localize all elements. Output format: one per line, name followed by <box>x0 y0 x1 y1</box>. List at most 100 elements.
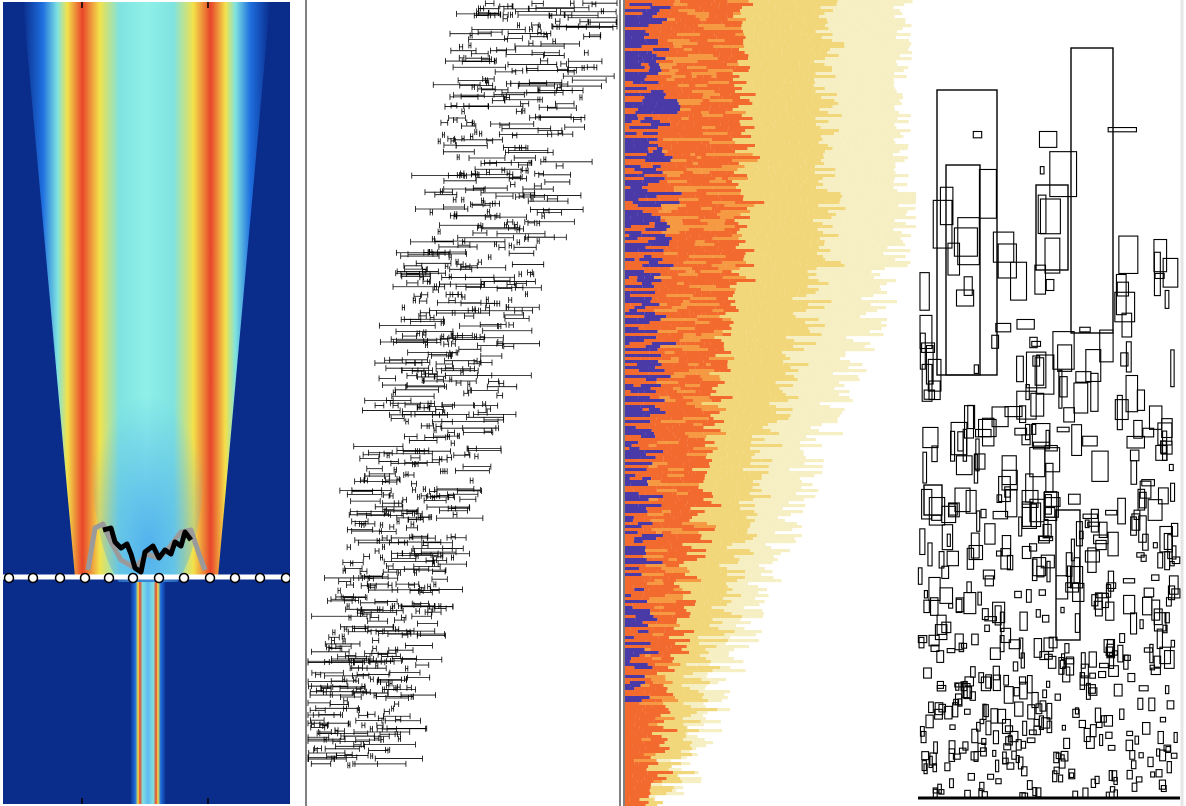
heat-segment <box>711 3 720 7</box>
heat-segment <box>730 348 736 352</box>
heat-segment <box>648 69 662 73</box>
heat-segment <box>785 78 809 82</box>
heat-segment <box>782 243 805 247</box>
heat-segment <box>784 141 790 145</box>
heat-segment <box>787 144 814 148</box>
heat-segment <box>751 186 758 190</box>
heat-segment <box>670 114 680 118</box>
heat-segment <box>625 162 630 166</box>
heat-segment <box>823 156 850 160</box>
heat-segment <box>810 36 822 40</box>
heat-segment <box>673 363 689 367</box>
heat-segment <box>662 84 678 88</box>
heat-segment <box>751 267 772 271</box>
heat-segment <box>823 312 846 316</box>
heat-segment <box>869 291 888 295</box>
heat-segment <box>752 339 758 343</box>
heat-segment <box>701 300 706 304</box>
heat-segment <box>663 249 669 253</box>
heat-segment <box>700 270 723 274</box>
heat-segment <box>625 180 643 184</box>
heat-segment <box>793 345 815 349</box>
heat-segment <box>673 3 682 7</box>
heat-segment <box>667 303 682 307</box>
heat-segment <box>730 102 753 106</box>
heat-segment <box>805 162 824 166</box>
heat-segment <box>872 348 875 352</box>
heat-segment <box>817 228 829 232</box>
heat-segment <box>799 258 808 262</box>
heat-segment <box>719 51 745 55</box>
heat-segment <box>762 129 768 133</box>
heat-segment <box>642 132 658 136</box>
heat-segment <box>790 327 801 331</box>
heat-segment <box>674 18 681 22</box>
heat-segment <box>820 126 841 130</box>
heat-segment <box>882 63 893 67</box>
heat-segment <box>686 237 705 241</box>
heat-segment <box>750 330 772 334</box>
heat-segment <box>860 36 867 40</box>
heat-segment <box>750 84 776 88</box>
heat-segment <box>660 24 681 28</box>
heat-segment <box>849 246 868 250</box>
heat-segment <box>696 300 702 304</box>
heat-segment <box>660 273 671 277</box>
heat-segment <box>849 108 874 112</box>
heat-segment <box>883 240 903 244</box>
heat-segment <box>785 222 807 226</box>
heat-segment <box>792 132 813 136</box>
heat-segment <box>866 198 873 202</box>
heat-segment <box>823 255 839 259</box>
heat-segment <box>787 36 811 40</box>
heat-segment <box>677 330 690 334</box>
heat-segment <box>770 249 791 253</box>
heat-segment <box>789 57 812 61</box>
heat-segment <box>888 228 894 232</box>
lower-beam-cone <box>103 582 193 804</box>
heat-segment <box>642 102 657 106</box>
heat-segment <box>742 234 768 238</box>
heat-segment <box>851 249 870 253</box>
heat-segment <box>688 84 696 88</box>
heat-segment <box>629 342 652 346</box>
heat-segment <box>870 153 879 157</box>
heat-segment <box>741 27 755 31</box>
heat-segment <box>741 132 752 136</box>
heat-segment <box>811 321 834 325</box>
heat-segment <box>750 363 771 367</box>
heat-segment <box>754 351 760 355</box>
heat-segment <box>755 336 776 340</box>
heat-segment <box>837 33 859 37</box>
heat-segment <box>839 201 851 205</box>
heat-segment <box>828 210 845 214</box>
heat-segment <box>769 174 786 178</box>
heat-segment <box>658 360 679 364</box>
heat-segment <box>800 306 825 310</box>
heat-segment <box>761 357 769 361</box>
heat-segment <box>852 255 874 259</box>
heat-segment <box>783 72 791 76</box>
heat-segment <box>734 291 748 295</box>
heat-segment <box>833 9 850 13</box>
heat-segment <box>757 165 769 169</box>
heat-segment <box>745 129 763 133</box>
heat-segment <box>896 198 903 202</box>
heat-segment <box>670 309 678 313</box>
heat-segment <box>789 255 801 259</box>
heat-segment <box>717 312 726 316</box>
heat-segment <box>870 195 888 199</box>
heat-segment <box>881 135 893 139</box>
heat-segment <box>793 261 800 265</box>
heat-segment <box>625 165 641 169</box>
heat-segment <box>658 63 677 67</box>
heat-segment <box>792 42 813 46</box>
heat-segment <box>697 87 720 91</box>
heat-segment <box>780 210 789 214</box>
heat-segment <box>710 288 736 292</box>
heat-segment <box>784 291 800 295</box>
heat-segment <box>685 165 696 169</box>
heat-segment <box>710 291 735 295</box>
heat-segment <box>758 198 764 202</box>
heat-segment <box>652 111 678 115</box>
